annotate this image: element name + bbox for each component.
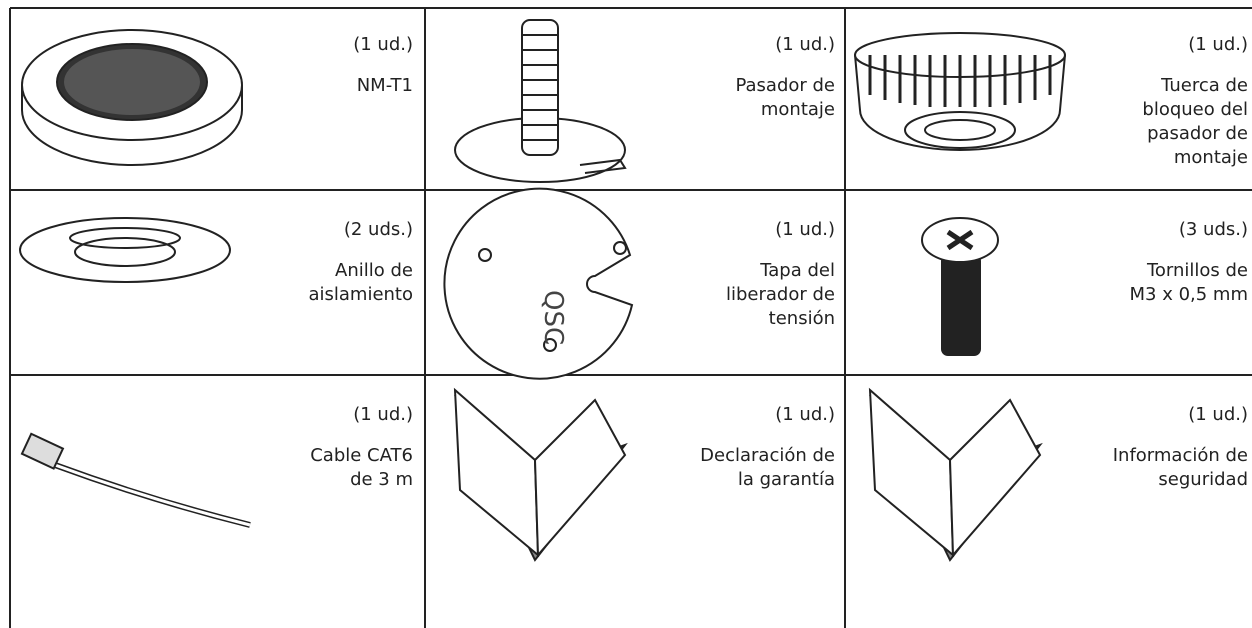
nut-drawing [854, 32, 1066, 151]
cap-drawing: QSC [443, 187, 634, 380]
item-name: tensión [768, 308, 835, 329]
item-name: aislamiento [308, 284, 413, 305]
quantity: (1 ud.) [775, 404, 835, 425]
item-name: seguridad [1158, 469, 1248, 490]
item-label: (1 ud.) Declaración de la garantía [700, 403, 835, 492]
book-drawing [453, 387, 628, 562]
item-name: pasador de [1147, 123, 1248, 144]
screw-drawing [921, 217, 999, 356]
item-name: Tuerca de [1161, 75, 1248, 96]
item-name: bloqueo del [1142, 99, 1248, 120]
item-label: (2 uds.) Anillo de aislamiento [308, 218, 413, 307]
book-drawing [868, 387, 1043, 562]
item-label: (1 ud.) Pasador de montaje [735, 33, 835, 122]
item-label: (1 ud.) NM-T1 [353, 33, 413, 98]
item-name: liberador de [726, 284, 835, 305]
item-name: Declaración de [700, 445, 835, 466]
quantity: (1 ud.) [1188, 404, 1248, 425]
cable-drawing [20, 432, 251, 528]
pin-drawing [454, 19, 627, 183]
quantity: (2 uds.) [343, 219, 413, 240]
item-name: Tornillos de [1146, 260, 1248, 281]
grid-lines [9, 7, 1252, 628]
item-name: montaje [760, 99, 835, 120]
item-name: la garantía [737, 469, 835, 490]
quantity: (3 uds.) [1178, 219, 1248, 240]
speaker-drawing [21, 29, 243, 166]
item-name: Cable CAT6 [310, 445, 413, 466]
quantity: (1 ud.) [1188, 34, 1248, 55]
quantity: (1 ud.) [775, 34, 835, 55]
ring-drawing [19, 217, 231, 283]
item-name: M3 x 0,5 mm [1129, 284, 1249, 305]
item-label: (1 ud.) Tuerca de bloqueo del pasador de mon… [1142, 33, 1248, 170]
item-name: Pasador de [735, 75, 835, 96]
item-name: Anillo de [335, 260, 413, 281]
item-name: de 3 m [350, 469, 413, 490]
item-name: Información de [1112, 445, 1248, 466]
item-label: (1 ud.) Cable CAT6 de 3 m [310, 403, 413, 492]
item-label: (1 ud.) Información de seguridad [1113, 403, 1248, 492]
item-label: (3 uds.) Tornillos de M3 x 0,5 mm [1130, 218, 1249, 307]
item-label: (1 ud.) Tapa del liberador de tensión [726, 218, 835, 331]
quantity: (1 ud.) [353, 404, 413, 425]
quantity: (1 ud.) [775, 219, 835, 240]
quantity: (1 ud.) [353, 34, 413, 55]
item-name: Tapa del [760, 260, 835, 281]
item-name: montaje [1173, 147, 1248, 168]
item-name: NM-T1 [356, 75, 413, 96]
svg-text:QSC: QSC [538, 290, 568, 345]
